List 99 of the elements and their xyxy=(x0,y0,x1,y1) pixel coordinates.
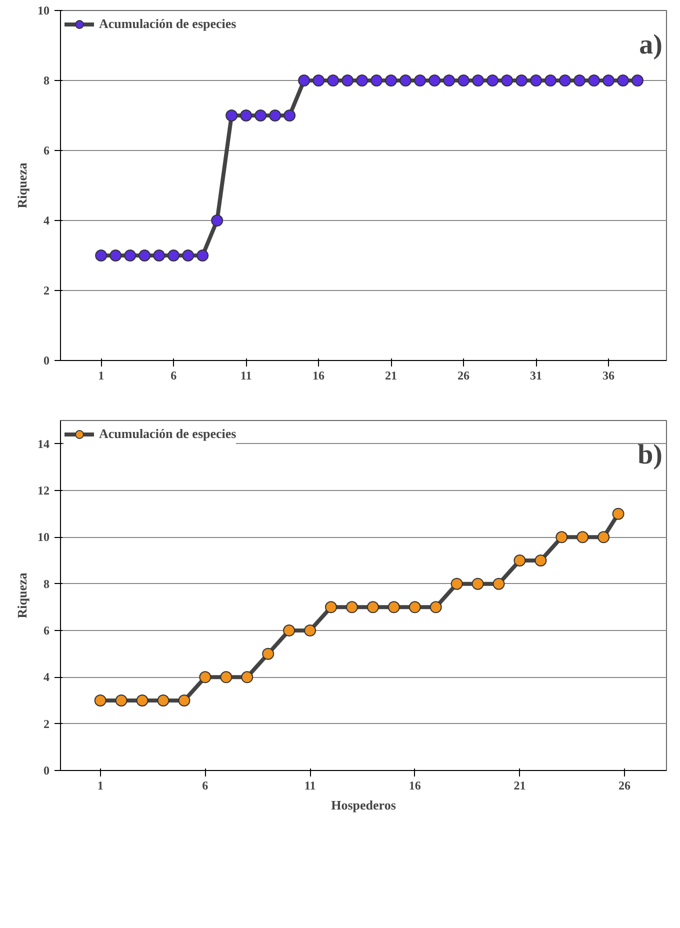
point xyxy=(408,601,421,614)
x-tick-label: 21 xyxy=(385,368,398,382)
legend-label: Acumulación de especies xyxy=(99,426,236,442)
x-tick-label: 1 xyxy=(97,778,104,792)
point xyxy=(472,74,484,86)
y-tick-label: 12 xyxy=(38,484,50,498)
y-tick-label: 10 xyxy=(38,530,50,544)
point xyxy=(443,74,456,86)
y-tick-label: 10 xyxy=(38,4,50,18)
x-tick-label: 6 xyxy=(202,778,208,792)
point xyxy=(304,624,316,636)
y-tick-label: 14 xyxy=(38,436,50,451)
point xyxy=(414,74,426,86)
point xyxy=(588,74,600,86)
point xyxy=(559,74,572,86)
point xyxy=(486,74,499,86)
y-axis-title: Riqueza xyxy=(14,572,30,618)
point xyxy=(450,578,463,590)
point xyxy=(356,74,368,86)
point xyxy=(284,110,296,122)
x-tick-label: 26 xyxy=(458,368,470,382)
point xyxy=(138,250,151,262)
point xyxy=(95,250,108,262)
point xyxy=(346,601,358,614)
point xyxy=(327,74,340,86)
point xyxy=(157,694,170,706)
x-tick-label: 16 xyxy=(408,778,421,792)
point xyxy=(211,214,224,226)
point xyxy=(182,250,194,262)
point xyxy=(94,694,106,706)
point xyxy=(312,74,325,86)
annotation: b) xyxy=(638,440,663,470)
x-tick-label: 11 xyxy=(240,368,252,382)
legend-label: Acumulación de especies xyxy=(99,16,236,32)
point xyxy=(153,250,166,262)
point xyxy=(428,74,441,86)
point xyxy=(534,554,547,566)
y-tick-label: 2 xyxy=(44,716,50,731)
annotation: a) xyxy=(639,30,663,60)
x-tick-label: 11 xyxy=(304,778,316,792)
point xyxy=(168,250,180,262)
point xyxy=(110,250,122,262)
x-tick-label: 36 xyxy=(602,368,615,382)
point xyxy=(199,671,212,684)
x-tick-label: 26 xyxy=(618,778,631,792)
x-tick-label: 1 xyxy=(98,368,104,382)
point xyxy=(240,110,252,122)
point xyxy=(342,74,354,86)
y-tick-label: 2 xyxy=(44,284,50,298)
y-tick-label: 6 xyxy=(44,144,50,158)
point xyxy=(124,250,136,262)
point xyxy=(298,74,310,86)
point xyxy=(530,74,542,86)
y-tick-label: 0 xyxy=(44,764,50,778)
point xyxy=(178,694,190,706)
x-tick-label: 31 xyxy=(530,368,542,382)
point xyxy=(598,531,610,544)
x-axis-title: Hospederos xyxy=(331,798,396,812)
point xyxy=(458,74,470,86)
x-tick-label: 6 xyxy=(170,368,177,382)
point xyxy=(370,74,383,86)
point xyxy=(492,578,505,590)
point xyxy=(472,578,484,590)
point xyxy=(388,601,400,614)
point xyxy=(385,74,398,86)
point xyxy=(430,601,442,614)
y-tick-label: 8 xyxy=(44,576,50,591)
point xyxy=(544,74,557,86)
y-tick-label: 4 xyxy=(44,670,50,684)
y-axis-title: Riqueza xyxy=(14,162,30,208)
x-tick-label: 16 xyxy=(312,368,325,382)
y-tick-label: 0 xyxy=(44,354,50,368)
point xyxy=(241,671,254,684)
point xyxy=(612,508,624,520)
point xyxy=(226,110,238,122)
point xyxy=(516,74,528,86)
point xyxy=(196,250,209,262)
point xyxy=(602,74,615,86)
point xyxy=(262,648,274,660)
point xyxy=(617,74,630,86)
point xyxy=(574,74,586,86)
point xyxy=(501,74,514,86)
y-tick-label: 4 xyxy=(44,214,50,228)
point xyxy=(366,601,379,614)
point xyxy=(220,671,232,684)
point xyxy=(269,110,282,122)
point xyxy=(632,74,644,86)
point xyxy=(115,694,128,706)
x-tick-label: 21 xyxy=(514,778,526,792)
point xyxy=(576,531,589,544)
y-tick-label: 8 xyxy=(44,74,50,88)
point xyxy=(556,531,568,544)
point xyxy=(283,624,296,636)
point xyxy=(325,601,337,614)
point xyxy=(514,554,526,566)
point xyxy=(400,74,412,86)
y-tick-label: 6 xyxy=(44,624,50,638)
point xyxy=(136,694,148,706)
point xyxy=(254,110,267,122)
